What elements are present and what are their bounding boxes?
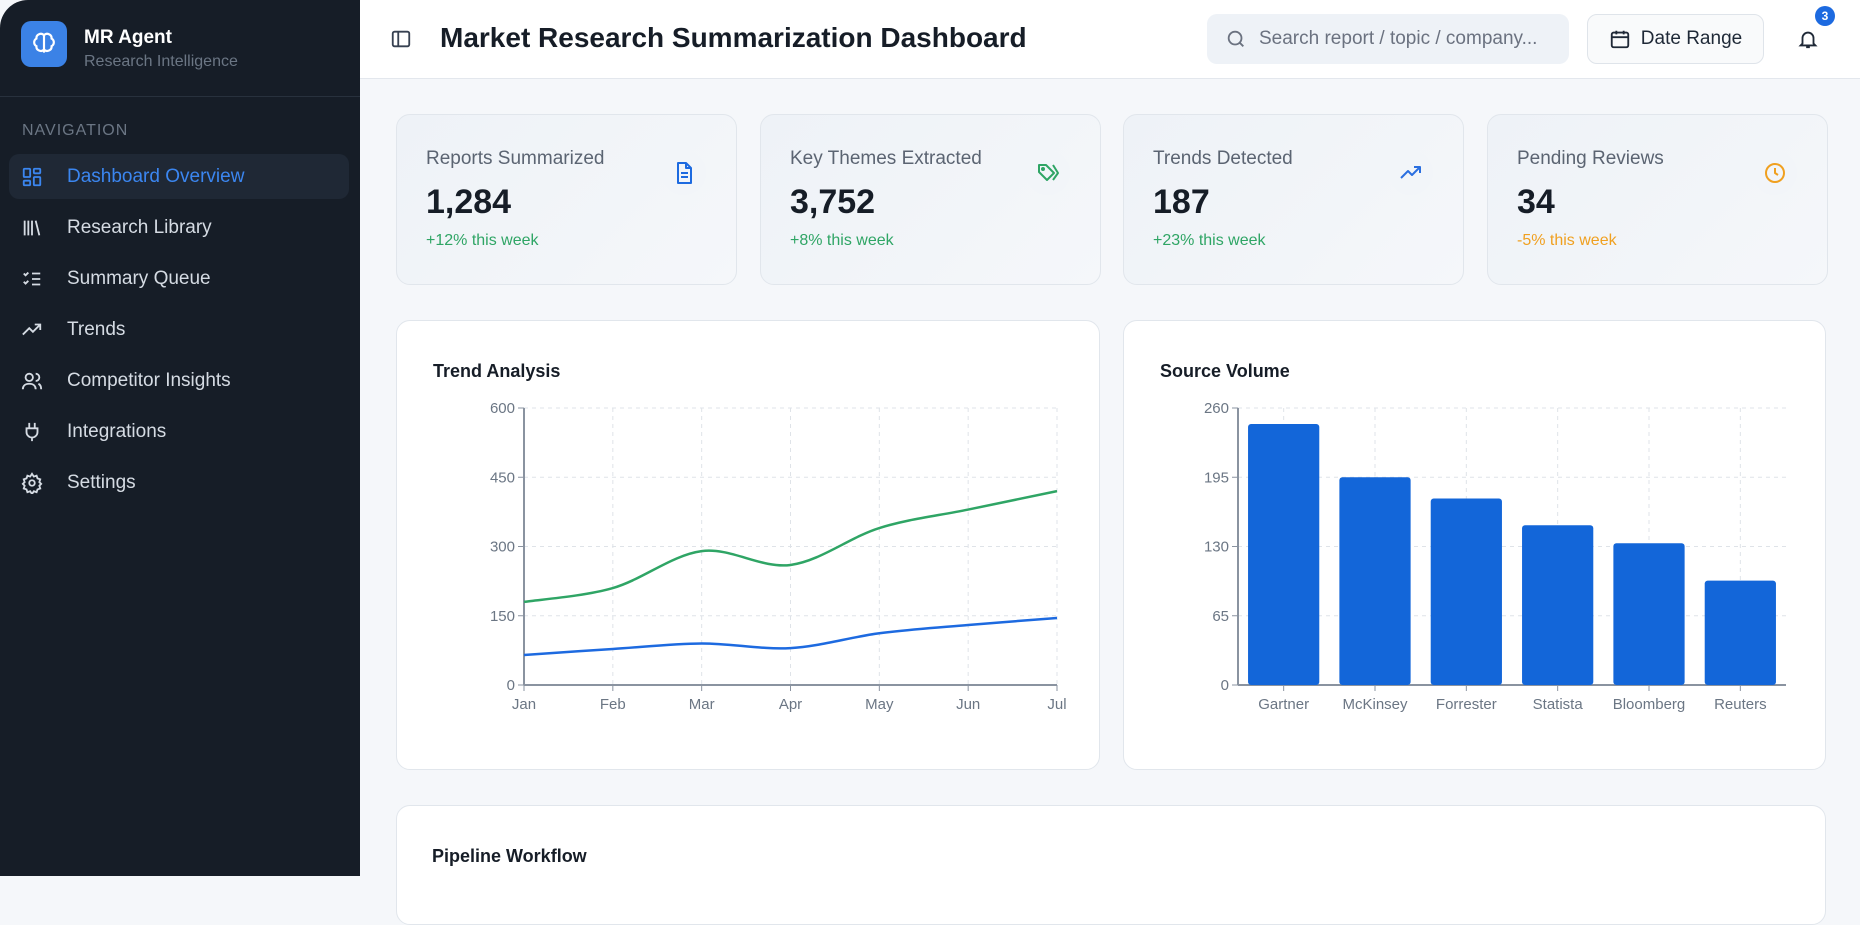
sidebar-item-research-library[interactable]: Research Library bbox=[9, 205, 349, 250]
plug-icon bbox=[25, 422, 39, 441]
x-tick-label: Apr bbox=[779, 696, 802, 713]
x-tick-label: Statista bbox=[1533, 696, 1584, 713]
y-tick-label: 450 bbox=[490, 469, 515, 486]
page-title: Market Research Summarization Dashboard bbox=[440, 22, 1027, 53]
sidebar-item-label: Settings bbox=[67, 471, 136, 493]
chart-title: Trend Analysis bbox=[433, 361, 561, 381]
search-box[interactable] bbox=[1207, 14, 1569, 64]
sidebar-item-label: Dashboard Overview bbox=[67, 165, 245, 187]
bar bbox=[1704, 580, 1776, 685]
y-tick-label: 600 bbox=[490, 400, 515, 417]
bar bbox=[1613, 543, 1685, 685]
y-tick-label: 300 bbox=[490, 539, 515, 556]
stat-value: 34 bbox=[1517, 183, 1555, 221]
chart-title: Source Volume bbox=[1160, 361, 1290, 381]
series-line bbox=[523, 489, 1058, 604]
x-tick-label: Jun bbox=[956, 696, 980, 713]
clock-icon bbox=[1753, 151, 1797, 195]
source-volume-chart: 0 65 130 195 260 Gartner McKinsey Forrester Stat… bbox=[1204, 400, 1786, 713]
sidebar-item-label: Competitor Insights bbox=[67, 369, 231, 391]
sidebar: MR Agent Research Intelligence NAVIGATIO… bbox=[0, 0, 360, 876]
notification-badge: 3 bbox=[1815, 6, 1835, 26]
divider bbox=[0, 96, 360, 97]
bar bbox=[1248, 423, 1320, 685]
stat-label: Reports Summarized bbox=[426, 148, 605, 169]
sidebar-item-integrations[interactable]: Integrations bbox=[9, 409, 349, 454]
brand-name: MR Agent bbox=[84, 27, 172, 48]
search-icon bbox=[1227, 30, 1244, 47]
trend-analysis-card: Trend Analysis 0 150 300 450 600 Jan Feb Mar Apr… bbox=[396, 320, 1100, 770]
sidebar-item-label: Summary Queue bbox=[67, 267, 211, 289]
stat-card: Pending Reviews 34 -5% this week bbox=[1487, 114, 1828, 285]
stat-label: Trends Detected bbox=[1153, 148, 1293, 169]
x-tick-label: McKinsey bbox=[1342, 696, 1408, 713]
x-tick-label: Forrester bbox=[1436, 696, 1497, 713]
sidebar-item-summary-queue[interactable]: Summary Queue bbox=[9, 256, 349, 301]
sidebar-toggle-icon[interactable] bbox=[390, 28, 412, 50]
library-icon bbox=[23, 219, 41, 236]
pipeline-workflow-card: Pipeline Workflow bbox=[396, 805, 1826, 925]
stat-value: 187 bbox=[1153, 183, 1210, 221]
stat-label: Pending Reviews bbox=[1517, 148, 1664, 169]
trending-up-icon bbox=[1389, 151, 1433, 195]
x-tick-label: Feb bbox=[600, 696, 626, 713]
brain-logo-icon bbox=[21, 21, 67, 67]
x-tick-label: Jan bbox=[512, 696, 536, 713]
sidebar-item-label: Integrations bbox=[67, 420, 167, 442]
stat-label: Key Themes Extracted bbox=[790, 148, 982, 169]
brand-subtitle: Research Intelligence bbox=[84, 53, 238, 70]
date-range-button[interactable]: Date Range bbox=[1587, 14, 1764, 64]
sidebar-item-dashboard-overview[interactable]: Dashboard Overview bbox=[9, 154, 349, 199]
x-tick-label: Gartner bbox=[1258, 696, 1309, 713]
y-tick-label: 195 bbox=[1204, 469, 1229, 486]
bell-icon[interactable] bbox=[1797, 27, 1819, 51]
stat-value: 3,752 bbox=[790, 183, 876, 221]
x-tick-label: Bloomberg bbox=[1613, 696, 1686, 713]
date-range-label: Date Range bbox=[1640, 28, 1743, 49]
nav-section-label: NAVIGATION bbox=[22, 122, 129, 139]
stat-value: 1,284 bbox=[426, 183, 512, 221]
series-line bbox=[523, 616, 1058, 657]
x-tick-label: Jul bbox=[1047, 696, 1066, 713]
x-tick-label: Reuters bbox=[1714, 696, 1767, 713]
header: Market Research Summarization Dashboard … bbox=[360, 0, 1860, 79]
stat-card: Trends Detected 187 +23% this week bbox=[1123, 114, 1464, 285]
stat-card: Key Themes Extracted 3,752 +8% this week bbox=[760, 114, 1101, 285]
sidebar-item-trends[interactable]: Trends bbox=[9, 307, 349, 352]
tags-icon bbox=[1026, 151, 1070, 195]
stat-change: +23% this week bbox=[1153, 232, 1266, 249]
trending-up-icon bbox=[22, 323, 42, 335]
sidebar-item-competitor-insights[interactable]: Competitor Insights bbox=[9, 358, 349, 403]
x-tick-label: May bbox=[865, 696, 894, 713]
y-tick-label: 130 bbox=[1204, 539, 1229, 556]
trend-analysis-chart: 0 150 300 450 600 Jan Feb Mar Apr May Jun Jul bbox=[490, 400, 1067, 713]
users-icon bbox=[21, 372, 43, 389]
calendar-icon bbox=[1610, 30, 1629, 49]
document-icon bbox=[662, 151, 706, 195]
stat-change: +12% this week bbox=[426, 232, 539, 249]
x-tick-label: Mar bbox=[689, 696, 715, 713]
y-tick-label: 0 bbox=[507, 677, 515, 694]
checklist-icon bbox=[23, 271, 41, 285]
sidebar-item-label: Trends bbox=[67, 318, 126, 340]
search-input[interactable] bbox=[1259, 28, 1559, 50]
stat-card: Reports Summarized 1,284 +12% this week bbox=[396, 114, 737, 285]
y-tick-label: 260 bbox=[1204, 400, 1229, 417]
y-tick-label: 65 bbox=[1212, 608, 1229, 625]
sidebar-item-label: Research Library bbox=[67, 216, 212, 238]
y-tick-label: 0 bbox=[1221, 677, 1229, 694]
stat-change: -5% this week bbox=[1517, 232, 1617, 249]
y-tick-label: 150 bbox=[490, 608, 515, 625]
bar bbox=[1339, 477, 1411, 685]
pipeline-title: Pipeline Workflow bbox=[432, 846, 587, 866]
dashboard-icon bbox=[22, 167, 42, 186]
bar bbox=[1522, 525, 1594, 685]
sidebar-item-settings[interactable]: Settings bbox=[9, 460, 349, 505]
source-volume-card: Source Volume 0 65 130 195 260 Gartner McKinse… bbox=[1123, 320, 1826, 770]
gear-icon bbox=[21, 471, 43, 494]
sidebar-nav: Dashboard Overview Research Library Summ… bbox=[9, 154, 349, 511]
bar bbox=[1430, 498, 1502, 685]
stat-change: +8% this week bbox=[790, 232, 894, 249]
